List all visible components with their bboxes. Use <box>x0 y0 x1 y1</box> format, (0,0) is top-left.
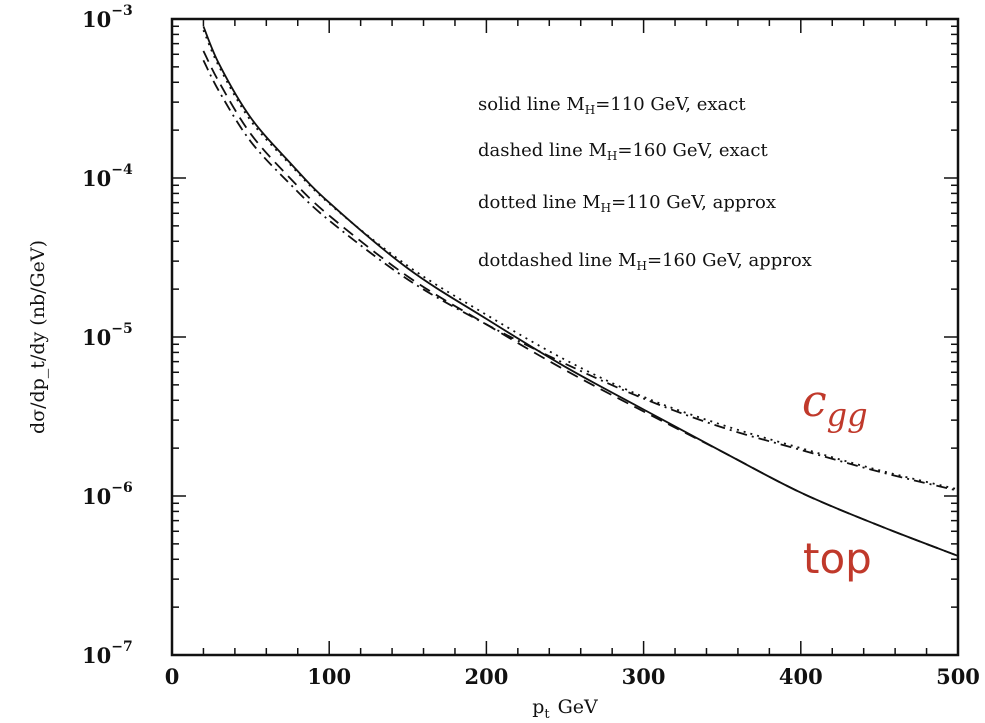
x-tick-label: 500 <box>936 664 980 689</box>
y-tick-labels: 10−3 10−4 10−5 10−6 10−7 <box>82 3 133 668</box>
legend-entry: dotted line MH=110 GeV, approx <box>478 192 776 215</box>
y-axis-label: dσ/dp_t/dy (nb/GeV) <box>27 240 49 434</box>
series-line-dashed <box>202 50 959 557</box>
y-tick-label: 10−3 <box>82 3 133 32</box>
series-line-dotdashed <box>202 59 959 492</box>
series-line-dotted <box>202 29 959 491</box>
x-axis-label-unit: GeV <box>558 696 598 718</box>
x-tick-label: 300 <box>622 664 666 689</box>
annotation-cgg: cgg <box>802 376 868 434</box>
x-tick-label: 400 <box>779 664 823 689</box>
x-tick-label: 100 <box>307 664 351 689</box>
y-tick-label: 10−4 <box>82 162 133 191</box>
x-axis-label: pt GeV <box>532 696 598 722</box>
y-tick-label: 10−6 <box>82 480 133 509</box>
legend-entry: dashed line MH=160 GeV, exact <box>478 140 768 163</box>
x-axis-label-sub: t <box>544 707 550 722</box>
x-tick-label: 0 <box>165 664 180 689</box>
annotation-cgg-sub: gg <box>827 396 868 434</box>
annotation-top: top <box>803 534 872 583</box>
series-line-solid <box>202 25 959 557</box>
series-layer <box>202 25 959 557</box>
y-tick-label: 10−7 <box>82 639 133 668</box>
legend: solid line MH=110 GeV, exact dashed line … <box>478 94 812 273</box>
legend-entry: solid line MH=110 GeV, exact <box>478 94 746 117</box>
x-axis-label-main: p <box>532 696 544 718</box>
x-tick-label: 200 <box>464 664 508 689</box>
x-tick-labels: 0 100 200 300 400 500 <box>165 664 980 689</box>
annotation-cgg-main: c <box>802 376 827 427</box>
legend-entry: dotdashed line MH=160 GeV, approx <box>478 250 812 273</box>
y-tick-label: 10−5 <box>82 321 133 350</box>
tick-marks <box>171 19 959 656</box>
